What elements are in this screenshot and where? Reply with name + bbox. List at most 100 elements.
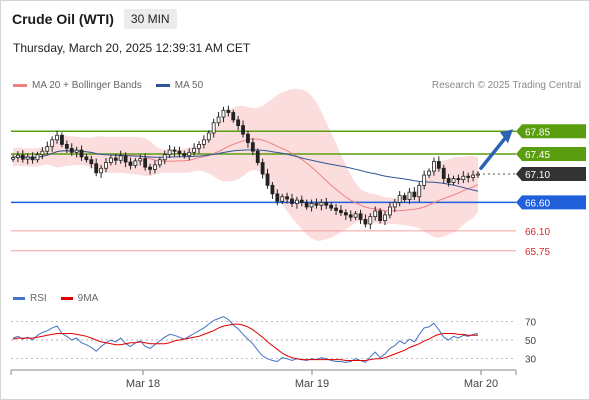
- candle-body: [466, 175, 471, 178]
- candle-body: [422, 174, 427, 186]
- legend-label: 9MA: [77, 293, 99, 304]
- legend-swatch: [13, 297, 25, 300]
- candle-body: [74, 149, 79, 153]
- candle-body: [250, 142, 255, 152]
- candle-body: [324, 202, 329, 206]
- candle-body: [387, 206, 392, 216]
- candle-body: [299, 199, 304, 203]
- candle-body: [427, 170, 431, 176]
- candle-body: [339, 209, 343, 214]
- source-credit: Research © 2025 Trading Central: [431, 80, 581, 91]
- candle-body: [55, 134, 59, 141]
- candle-body: [15, 154, 20, 158]
- candle-body: [89, 159, 94, 165]
- legend-swatch: [155, 84, 170, 87]
- candle-body: [348, 214, 353, 218]
- price-tag-67.85: 67.85: [516, 124, 586, 139]
- candle-body: [378, 210, 383, 222]
- candle-body: [476, 173, 480, 176]
- forecast-arrow-shaft: [479, 136, 507, 171]
- candle-body: [104, 162, 108, 169]
- x-tick-label: Mar 19: [295, 378, 329, 390]
- candle-body: [255, 150, 260, 163]
- candle-body: [397, 195, 402, 203]
- candle-body: [456, 178, 461, 181]
- price-tag-text: 66.60: [525, 198, 550, 209]
- candle-body: [206, 132, 211, 141]
- candle-body: [20, 154, 25, 160]
- candle-body: [177, 150, 182, 154]
- candle-body: [157, 159, 162, 166]
- candle-body: [108, 157, 113, 163]
- candle-body: [383, 214, 387, 222]
- candle-body: [118, 155, 123, 161]
- candle-body: [69, 147, 74, 153]
- candle-body: [329, 204, 334, 209]
- candle-body: [451, 178, 456, 183]
- candle-body: [246, 133, 250, 144]
- candle-body: [113, 157, 118, 161]
- candle-body: [30, 156, 35, 161]
- rsi-line: [12, 316, 479, 363]
- candle-body: [133, 160, 138, 166]
- x-tick-label: Mar 18: [126, 378, 160, 390]
- candle-body: [216, 116, 221, 124]
- candle-body: [40, 150, 45, 156]
- candle-body: [353, 213, 358, 218]
- candle-body: [221, 109, 226, 118]
- legend-swatch: [60, 297, 73, 300]
- price-tag-box: [516, 195, 586, 210]
- rsi-tick-label: 30: [525, 355, 537, 366]
- candle-body: [373, 210, 378, 218]
- candle-body: [471, 174, 476, 178]
- price-tag-text: 67.85: [525, 127, 550, 138]
- price-tag-text: 67.45: [525, 150, 550, 161]
- candle-body: [402, 195, 407, 200]
- timeframe-badge[interactable]: 30 MIN: [123, 9, 177, 29]
- candle-body: [343, 212, 348, 216]
- ma50-line: [12, 149, 479, 192]
- candle-body: [294, 199, 299, 204]
- candle-body: [241, 125, 245, 135]
- candle-body: [358, 213, 363, 220]
- price-tag-box: [516, 147, 586, 162]
- candle-body: [392, 202, 397, 208]
- candle-body: [226, 109, 231, 113]
- candle-body: [94, 163, 99, 174]
- candle-body: [407, 191, 412, 200]
- price-tag-67.10: 67.10: [516, 166, 586, 181]
- candle-body: [319, 202, 324, 206]
- rsi-tick-label: 70: [525, 317, 537, 328]
- candle-body: [265, 173, 270, 186]
- candle-body: [123, 155, 128, 163]
- candle-body: [211, 122, 216, 134]
- candle-body: [314, 203, 319, 206]
- candle-body: [182, 153, 187, 157]
- candle-body: [304, 202, 309, 208]
- price-tag-text: 65.75: [525, 247, 550, 258]
- candle-body: [187, 151, 192, 157]
- legend-label: MA 50: [174, 80, 204, 91]
- candle-body: [309, 203, 314, 208]
- candle-body: [461, 175, 466, 181]
- rsi-tick-label: 50: [525, 336, 537, 347]
- candle-body: [201, 139, 206, 145]
- candle-body: [50, 139, 55, 148]
- candle-body: [25, 156, 30, 160]
- candle-body: [172, 149, 177, 152]
- candle-body: [79, 149, 84, 158]
- price-tag-66.60: 66.60: [516, 195, 586, 210]
- candle-body: [368, 216, 373, 225]
- legend-item-ma20-bollinger: MA 20 + Bollinger Bands: [13, 80, 142, 91]
- candle-body: [436, 161, 441, 169]
- candle-body: [280, 196, 285, 202]
- candle-body: [432, 161, 436, 172]
- legend-item-ma50: MA 50: [155, 80, 204, 91]
- candle-body: [441, 167, 446, 179]
- price-legend: MA 20 + Bollinger Bands MA 50: [13, 80, 217, 91]
- price-tag-65.75: 65.75: [525, 247, 550, 258]
- instrument-title: Crude Oil (WTI): [12, 11, 114, 27]
- candle-body: [236, 119, 241, 127]
- forecast-arrow-head: [500, 129, 513, 144]
